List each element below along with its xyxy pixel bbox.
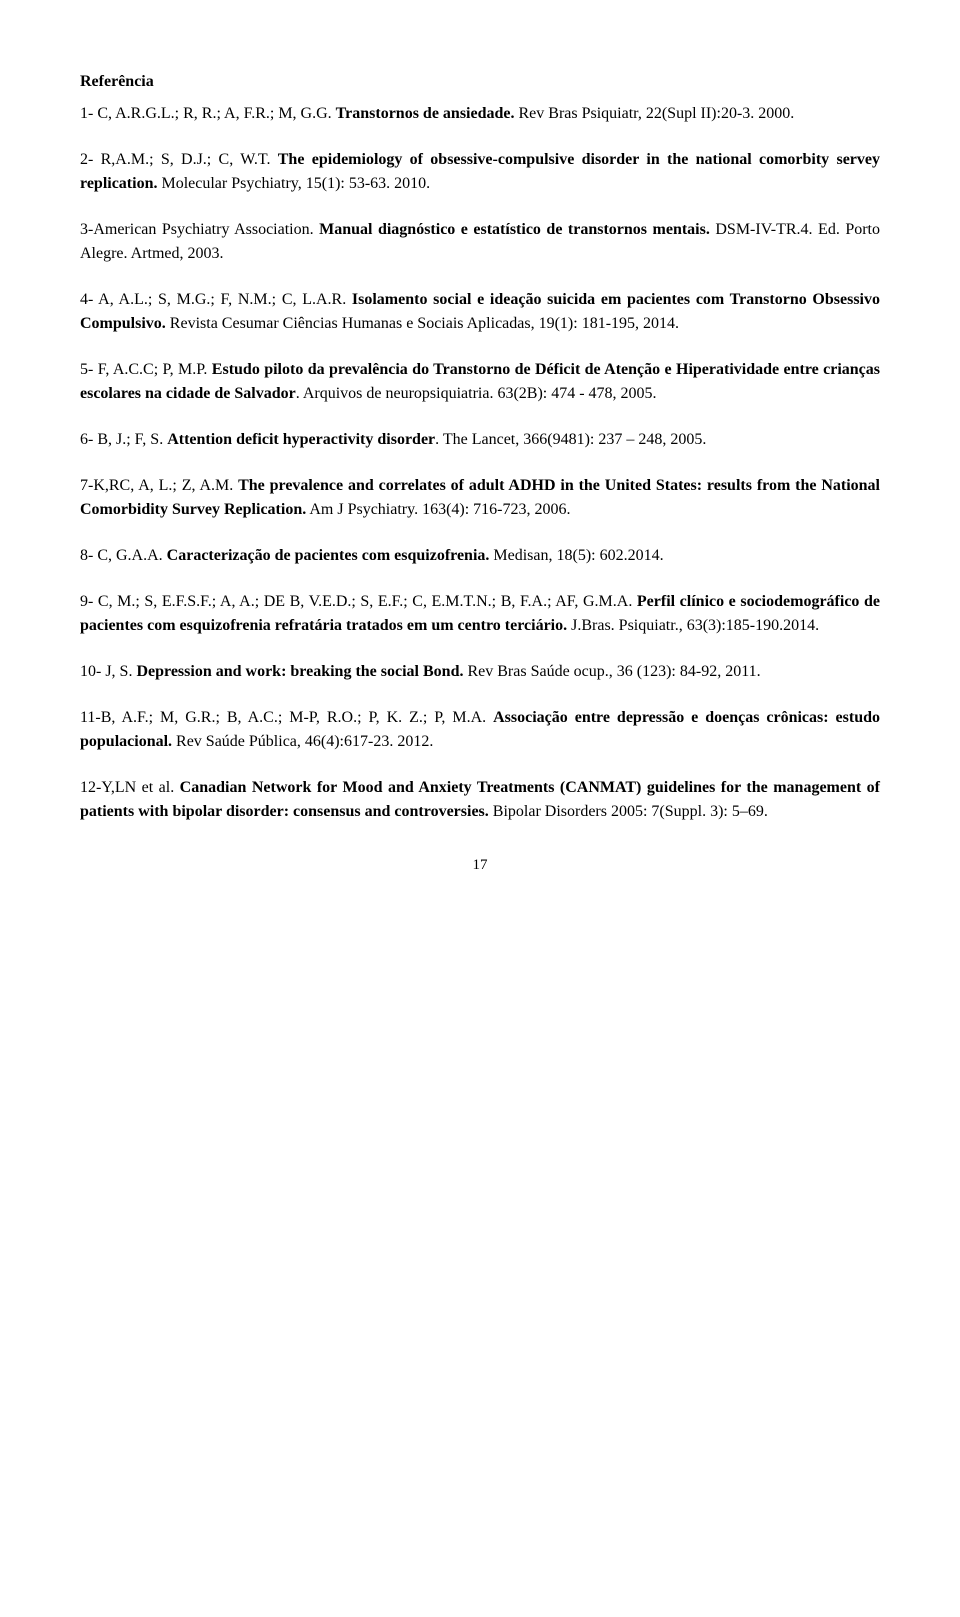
reference-authors: 1- C, A.R.G.L.; R, R.; A, F.R.; M, G.G. <box>80 105 336 122</box>
reference-title: Attention deficit hyperactivity disorder <box>167 431 435 448</box>
reference-item: 11-B, A.F.; M, G.R.; B, A.C.; M-P, R.O.;… <box>80 706 880 754</box>
reference-title: Depression and work: breaking the social… <box>136 663 467 680</box>
reference-authors: 11-B, A.F.; M, G.R.; B, A.C.; M-P, R.O.;… <box>80 709 493 726</box>
reference-source: . Arquivos de neuropsiquiatria. 63(2B): … <box>296 385 657 402</box>
reference-item: 1- C, A.R.G.L.; R, R.; A, F.R.; M, G.G. … <box>80 102 880 126</box>
reference-item: 3-American Psychiatry Association. Manua… <box>80 218 880 266</box>
reference-source: Bipolar Disorders 2005: 7(Suppl. 3): 5–6… <box>493 803 768 820</box>
reference-source: Rev Bras Saúde ocup., 36 (123): 84-92, 2… <box>467 663 760 680</box>
reference-title: Caracterização de pacientes com esquizof… <box>167 547 494 564</box>
reference-item: 5- F, A.C.C; P, M.P. Estudo piloto da pr… <box>80 358 880 406</box>
reference-authors: 4- A, A.L.; S, M.G.; F, N.M.; C, L.A.R. <box>80 291 352 308</box>
reference-authors: 8- C, G.A.A. <box>80 547 167 564</box>
reference-source: Revista Cesumar Ciências Humanas e Socia… <box>170 315 679 332</box>
reference-authors: 10- J, S. <box>80 663 136 680</box>
reference-source: Molecular Psychiatry, 15(1): 53-63. 2010… <box>161 175 430 192</box>
section-heading: Referência <box>80 70 880 94</box>
reference-item: 4- A, A.L.; S, M.G.; F, N.M.; C, L.A.R. … <box>80 288 880 336</box>
reference-item: 12-Y,LN et al. Canadian Network for Mood… <box>80 776 880 824</box>
reference-source: . The Lancet, 366(9481): 237 – 248, 2005… <box>435 431 706 448</box>
reference-source: Rev Saúde Pública, 46(4):617-23. 2012. <box>176 733 433 750</box>
reference-authors: 12-Y,LN et al. <box>80 779 180 796</box>
reference-item: 10- J, S. Depression and work: breaking … <box>80 660 880 684</box>
reference-title: Manual diagnóstico e estatístico de tran… <box>319 221 715 238</box>
page-number: 17 <box>80 854 880 877</box>
reference-item: 6- B, J.; F, S. Attention deficit hypera… <box>80 428 880 452</box>
reference-source: Rev Bras Psiquiatr, 22(Supl II):20-3. 20… <box>519 105 795 122</box>
reference-item: 8- C, G.A.A. Caracterização de pacientes… <box>80 544 880 568</box>
reference-authors: 3-American Psychiatry Association. <box>80 221 319 238</box>
reference-item: 2- R,A.M.; S, D.J.; C, W.T. The epidemio… <box>80 148 880 196</box>
reference-item: 7-K,RC, A, L.; Z, A.M. The prevalence an… <box>80 474 880 522</box>
reference-source: J.Bras. Psiquiatr., 63(3):185-190.2014. <box>571 617 819 634</box>
reference-source: Medisan, 18(5): 602.2014. <box>493 547 663 564</box>
reference-authors: 9- C, M.; S, E.F.S.F.; A, A.; DE B, V.E.… <box>80 593 637 610</box>
reference-authors: 5- F, A.C.C; P, M.P. <box>80 361 212 378</box>
reference-title: Transtornos de ansiedade. <box>336 105 519 122</box>
reference-authors: 6- B, J.; F, S. <box>80 431 167 448</box>
reference-authors: 2- R,A.M.; S, D.J.; C, W.T. <box>80 151 278 168</box>
reference-source: Am J Psychiatry. 163(4): 716-723, 2006. <box>306 501 570 518</box>
reference-authors: 7-K,RC, A, L.; Z, A.M. <box>80 477 238 494</box>
reference-item: 9- C, M.; S, E.F.S.F.; A, A.; DE B, V.E.… <box>80 590 880 638</box>
